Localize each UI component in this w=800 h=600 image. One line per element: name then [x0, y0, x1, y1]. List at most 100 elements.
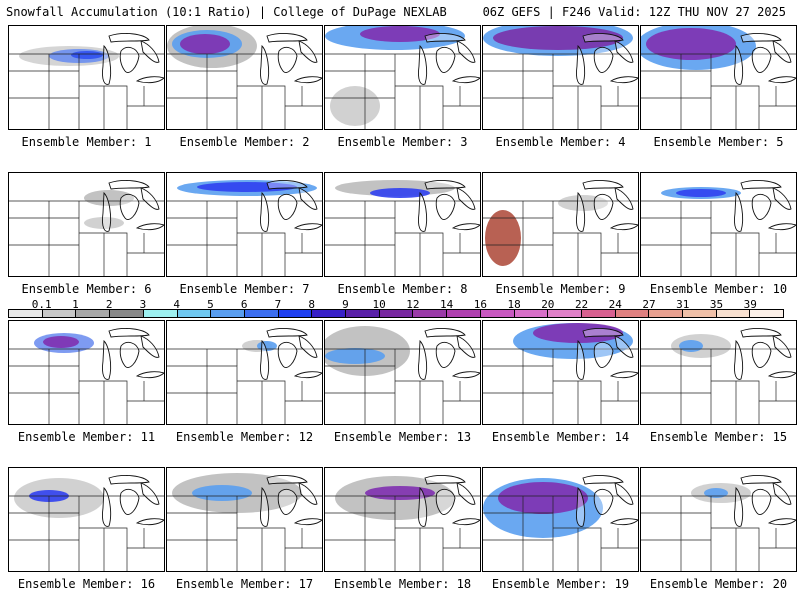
- state-boundaries: [641, 495, 796, 571]
- map-canvas: [641, 328, 796, 424]
- ensemble-member-map: [640, 25, 797, 130]
- map-canvas: [325, 26, 480, 129]
- great-lakes: [576, 475, 638, 527]
- ensemble-member-label: Ensemble Member: 16: [17, 577, 156, 591]
- great-lakes: [260, 180, 322, 232]
- great-lakes: [260, 328, 322, 380]
- great-lakes: [418, 180, 480, 232]
- great-lakes: [418, 328, 480, 380]
- ensemble-member-label: Ensemble Member: 9: [495, 282, 626, 296]
- legend-tick-label: 7: [274, 298, 282, 311]
- legend-color-swatch: [76, 310, 111, 317]
- map-canvas: [167, 328, 322, 424]
- legend-color-swatch: [278, 310, 313, 317]
- snowfall-area: [197, 182, 297, 192]
- great-lakes: [576, 180, 638, 232]
- map-canvas: [9, 180, 164, 276]
- great-lakes: [260, 33, 322, 85]
- great-lakes: [418, 33, 480, 85]
- ensemble-member-map: [8, 172, 165, 277]
- great-lakes: [260, 475, 322, 527]
- legend-color-swatch: [244, 310, 279, 317]
- great-lakes: [734, 475, 796, 527]
- ensemble-member-map: [8, 25, 165, 130]
- state-boundaries: [641, 200, 796, 276]
- snowfall-area: [192, 485, 252, 501]
- state-boundaries: [483, 348, 638, 424]
- snowfall-area: [370, 188, 430, 198]
- legend-color-swatch: [9, 310, 43, 317]
- great-lakes: [102, 328, 164, 380]
- legend-tick-label: 0.1: [31, 298, 52, 311]
- legend-tick-label: 6: [240, 298, 248, 311]
- map-canvas: [483, 26, 638, 129]
- ensemble-member-map: [324, 172, 481, 277]
- snowfall-area: [493, 26, 623, 50]
- legend-color-swatch: [42, 310, 77, 317]
- legend-color-swatch: [346, 310, 380, 317]
- great-lakes: [734, 328, 796, 380]
- ensemble-member-map: [324, 25, 481, 130]
- legend-labels: 0.1 1 2 3 4 5 6 7 8 9 10 12 14 16 18 20 22 24 27 31 35 39: [8, 298, 784, 311]
- legend-tick-label: 16: [473, 298, 487, 311]
- ensemble-member-label: Ensemble Member: 11: [17, 430, 156, 444]
- map-canvas: [641, 475, 796, 571]
- legend-tick-label: 18: [507, 298, 521, 311]
- ensemble-member-map: [166, 25, 323, 130]
- legend-color-swatch: [548, 310, 582, 317]
- snowfall-area: [325, 348, 385, 364]
- ensemble-member-map: [166, 172, 323, 277]
- ensemble-member-map: [324, 320, 481, 425]
- ensemble-member-map: [324, 467, 481, 572]
- legend-tick-label: 22: [574, 298, 589, 311]
- state-boundaries: [167, 200, 322, 276]
- ensemble-member-map: [640, 467, 797, 572]
- legend-tick-label: 39: [743, 298, 757, 311]
- great-lakes: [734, 180, 796, 232]
- map-canvas: [9, 33, 164, 129]
- state-boundaries: [9, 200, 164, 276]
- legend-tick-label: 2: [105, 298, 113, 311]
- great-lakes: [734, 33, 796, 85]
- state-boundaries: [325, 200, 480, 276]
- map-canvas: [641, 180, 796, 276]
- snowfall-area: [180, 34, 230, 54]
- map-canvas: [483, 475, 638, 571]
- map-canvas: [9, 328, 164, 424]
- ensemble-member-map: [166, 467, 323, 572]
- great-lakes: [418, 475, 480, 527]
- snowfall-area: [360, 26, 440, 42]
- ensemble-member-map: [8, 467, 165, 572]
- snowfall-area: [365, 486, 435, 500]
- legend-tick-label: 20: [541, 298, 555, 311]
- legend-color-swatch: [514, 310, 549, 317]
- snowfall-area: [71, 51, 103, 59]
- map-canvas: [325, 180, 480, 276]
- state-boundaries: [325, 53, 480, 129]
- map-canvas: [641, 26, 796, 129]
- legend-color-swatch: [211, 310, 245, 317]
- ensemble-member-label: Ensemble Member: 10: [649, 282, 788, 296]
- legend-color-swatch: [447, 310, 481, 317]
- ensemble-member-label: Ensemble Member: 4: [495, 135, 626, 149]
- legend-color-swatch: [177, 310, 212, 317]
- ensemble-member-label: Ensemble Member: 15: [649, 430, 788, 444]
- great-lakes: [102, 475, 164, 527]
- ensemble-member-map: [640, 320, 797, 425]
- ensemble-member-label: Ensemble Member: 8: [337, 282, 468, 296]
- legend-tick-label: 27: [642, 298, 656, 311]
- legend-color-swatch: [581, 310, 616, 317]
- map-canvas: [9, 475, 164, 571]
- ensemble-member-label: Ensemble Member: 14: [491, 430, 630, 444]
- ensemble-member-label: Ensemble Member: 19: [491, 577, 630, 591]
- ensemble-member-label: Ensemble Member: 13: [333, 430, 472, 444]
- legend-color-swatch: [143, 310, 178, 317]
- ensemble-member-map: [482, 320, 639, 425]
- snowfall-area: [485, 210, 521, 266]
- snowfall-area: [704, 488, 728, 498]
- state-boundaries: [325, 348, 480, 424]
- snowfall-color-legend: [8, 309, 784, 318]
- legend-tick-label: 1: [72, 298, 79, 311]
- ensemble-member-label: Ensemble Member: 20: [649, 577, 788, 591]
- snowfall-area: [646, 28, 736, 60]
